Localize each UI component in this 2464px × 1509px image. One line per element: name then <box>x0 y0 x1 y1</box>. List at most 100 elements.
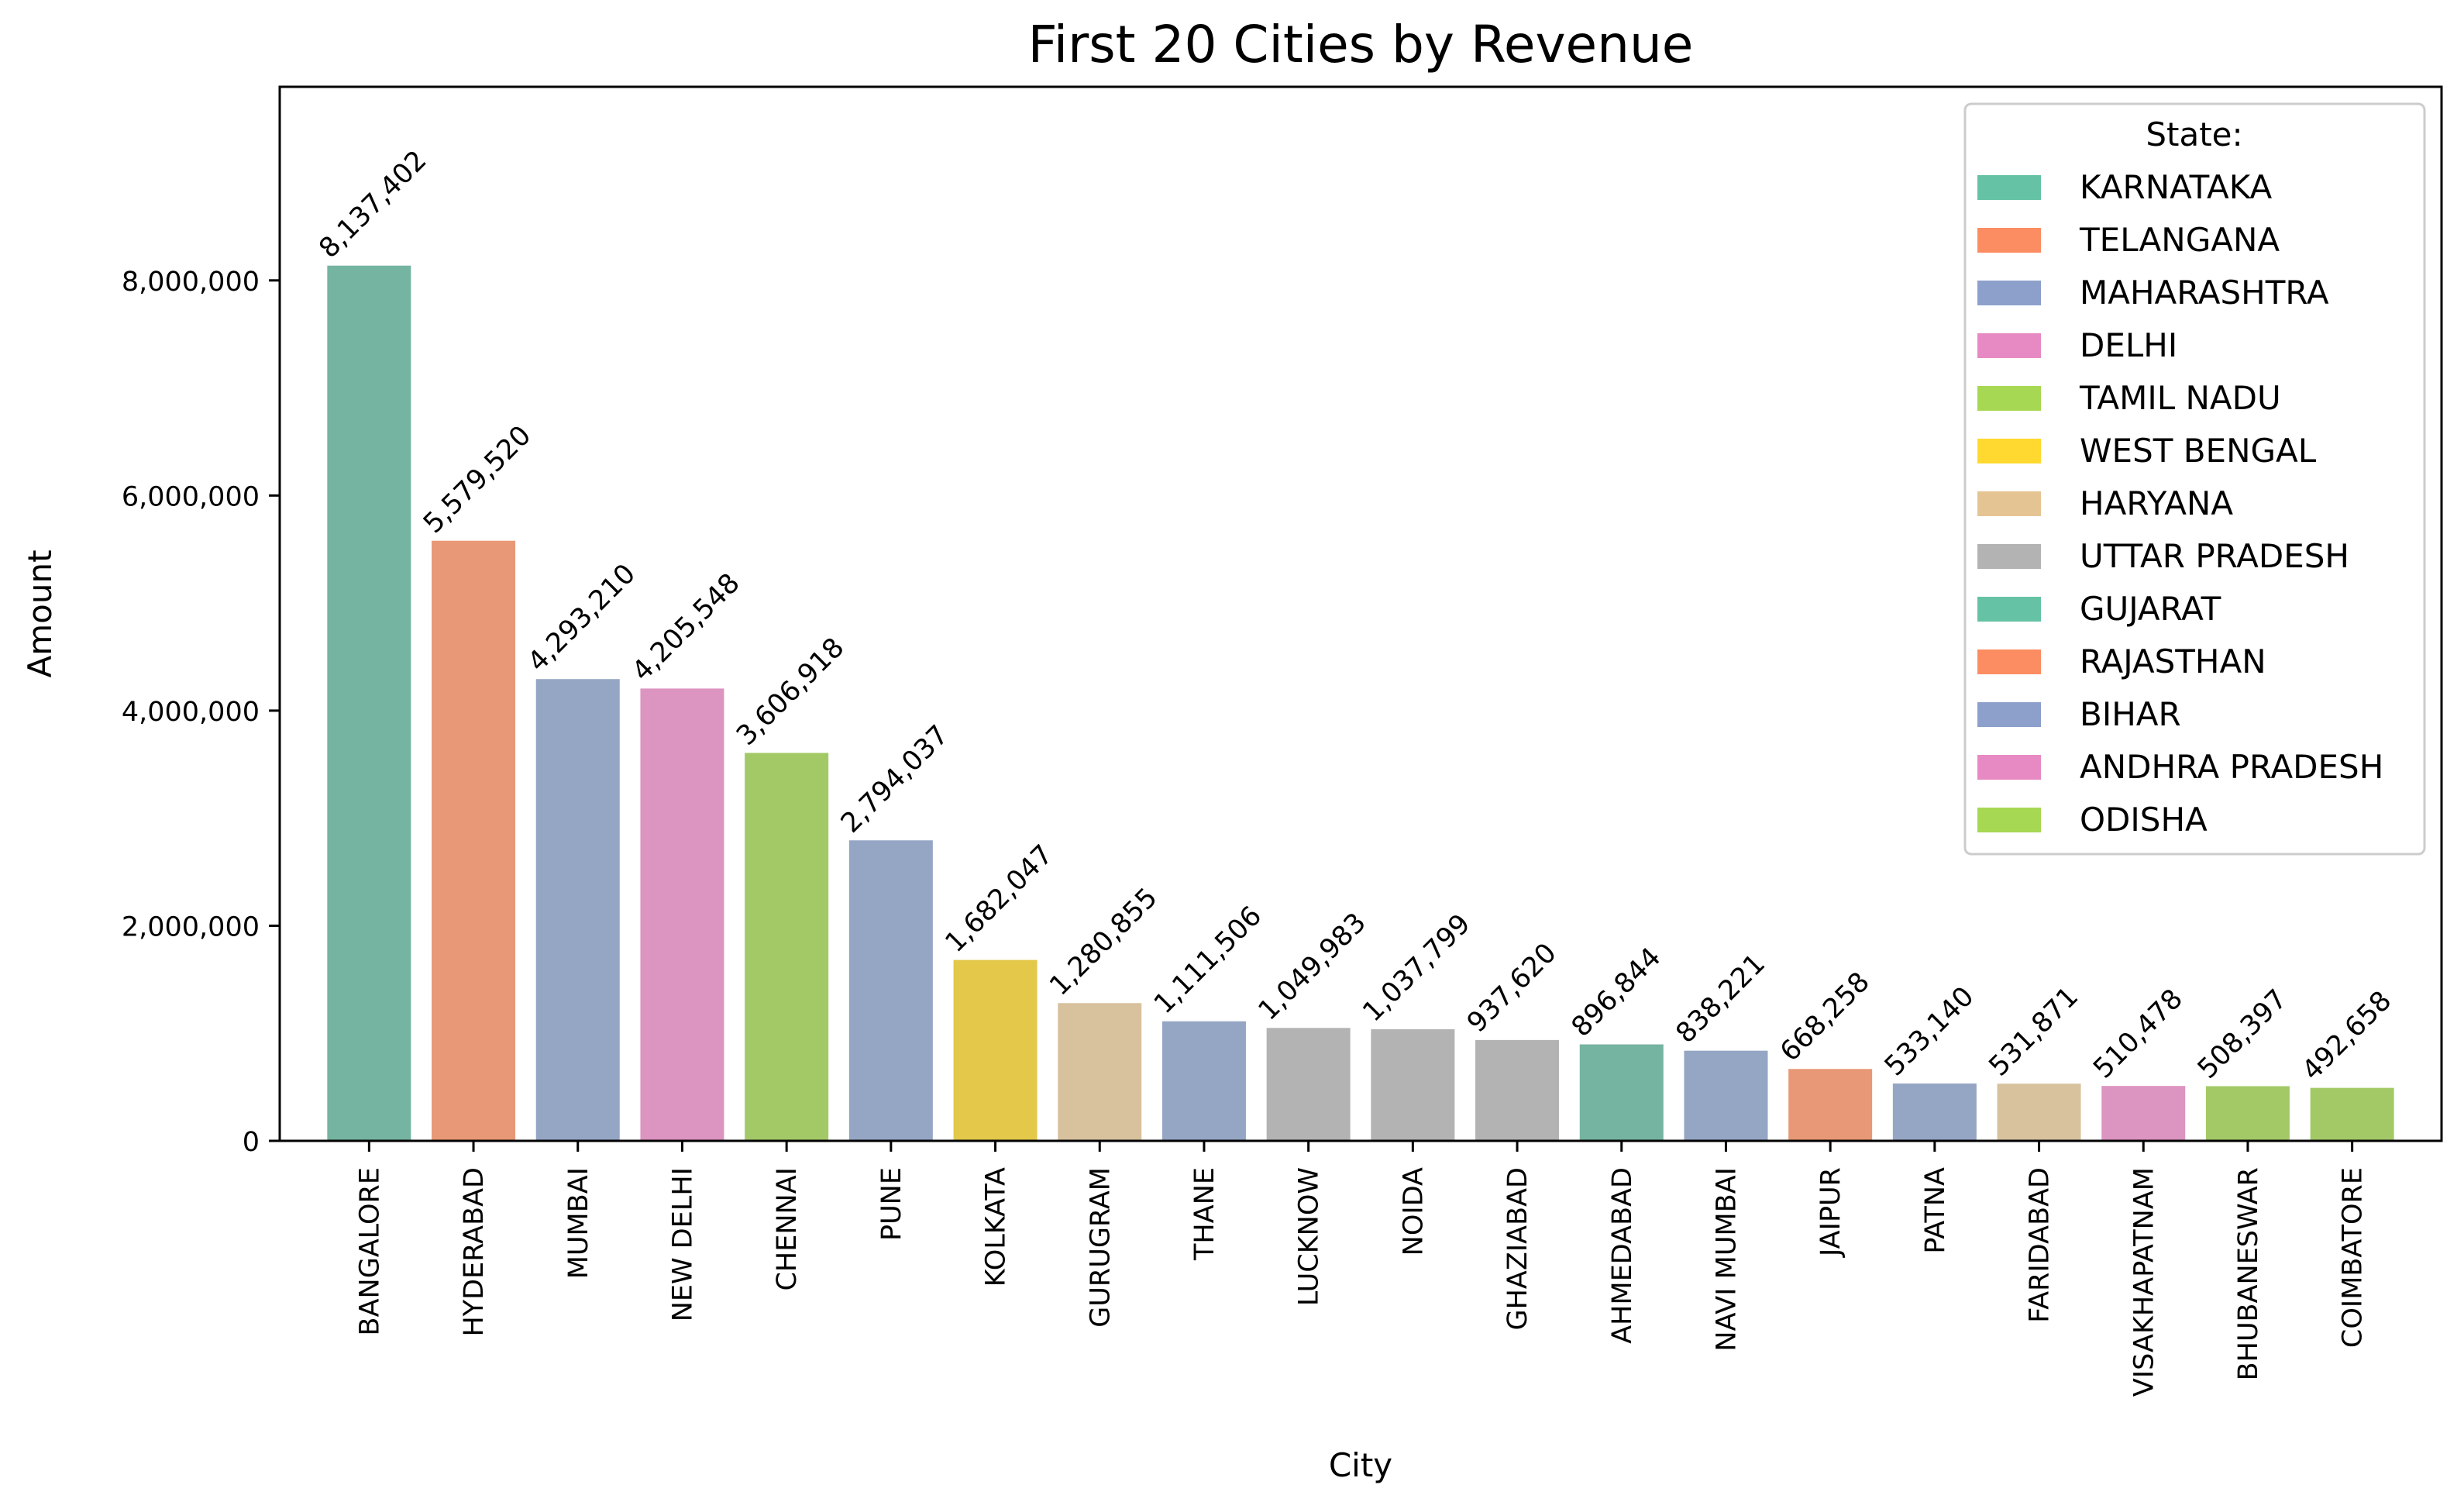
bar-value-label: 937,620 <box>1461 938 1563 1039</box>
bar-value-label: 531,871 <box>1984 981 2085 1083</box>
legend-label: ODISHA <box>2080 801 2208 839</box>
chart-title: First 20 Cities by Revenue <box>1028 15 1694 74</box>
x-tick-label: GHAZIABAD <box>1502 1167 1533 1331</box>
legend-swatch <box>1977 649 2041 674</box>
legend-label: TAMIL NADU <box>2079 379 2281 417</box>
bar <box>640 688 724 1141</box>
bar-value-label: 1,682,047 <box>940 839 1059 959</box>
bar-value-label: 508,397 <box>2192 984 2294 1085</box>
legend-label: BIHAR <box>2080 695 2181 733</box>
bar <box>1475 1039 1560 1141</box>
x-tick-label: FARIDABAD <box>2025 1167 2056 1323</box>
bar-value-label: 510,478 <box>2087 984 2189 1085</box>
x-tick-label: NEW DELHI <box>667 1167 698 1321</box>
y-tick-label: 0 <box>243 1127 260 1158</box>
x-tick-label: PUNE <box>876 1167 907 1241</box>
bar-value-label: 533,140 <box>1879 981 1980 1083</box>
bar <box>327 265 411 1141</box>
legend-swatch <box>1977 544 2041 569</box>
bar <box>1161 1021 1246 1141</box>
legend-label: WEST BENGAL <box>2080 432 2317 470</box>
legend-swatch <box>1977 333 2041 358</box>
legend: State: KARNATAKA TELANGANA MAHARASHTRA DELH… <box>1963 102 2426 856</box>
bar <box>1788 1069 1873 1141</box>
x-tick-label: THANE <box>1189 1167 1220 1261</box>
y-tick-label: 4,000,000 <box>122 697 260 728</box>
legend-swatch <box>1977 175 2041 200</box>
x-tick-label: BANGALORE <box>354 1167 385 1335</box>
bar <box>1997 1084 2081 1141</box>
legend-swatch <box>1977 491 2041 516</box>
legend-label: GUJARAT <box>2080 590 2221 628</box>
x-tick-label: NAVI MUMBAI <box>1711 1167 1742 1352</box>
x-tick-label: NOIDA <box>1398 1167 1429 1256</box>
legend-label: HARYANA <box>2080 484 2233 522</box>
x-tick-label: PATNA <box>1920 1167 1951 1254</box>
y-axis-label: Amount <box>21 550 59 677</box>
legend-swatch <box>1977 597 2041 622</box>
bar <box>1684 1050 1768 1141</box>
legend-label: KARNATAKA <box>2080 168 2273 206</box>
y-tick-label: 2,000,000 <box>122 911 260 942</box>
x-tick-label: MUMBAI <box>563 1167 594 1279</box>
bar-value-label: 3,606,918 <box>731 632 850 752</box>
bar <box>1892 1084 1977 1141</box>
bar <box>432 540 516 1141</box>
y-axis-ticks: 0 2,000,000 4,000,000 6,000,000 8,000,000 <box>122 267 280 1158</box>
bar <box>1266 1028 1351 1141</box>
legend-swatch <box>1977 228 2041 253</box>
bar-value-label: 8,137,402 <box>313 145 432 264</box>
x-axis-label: City <box>1329 1446 1392 1484</box>
bar <box>745 753 829 1141</box>
bar-value-label: 5,579,520 <box>418 420 537 539</box>
legend-label: TELANGANA <box>2079 221 2280 259</box>
legend-label: DELHI <box>2080 326 2177 364</box>
y-tick-label: 6,000,000 <box>122 481 260 512</box>
bar-value-label: 4,293,210 <box>522 558 642 677</box>
bar <box>953 959 1038 1141</box>
bar <box>2101 1086 2186 1141</box>
bar-value-label: 1,037,799 <box>1357 908 1476 1028</box>
legend-label: ANDHRA PRADESH <box>2080 748 2383 786</box>
bar <box>1058 1003 1142 1141</box>
bar <box>2310 1087 2394 1141</box>
bar-value-label: 2,794,037 <box>835 719 955 839</box>
bar <box>1579 1044 1664 1141</box>
bar-value-label: 1,280,855 <box>1044 882 1163 1001</box>
x-tick-label: GURUGRAM <box>1085 1167 1116 1328</box>
bar-value-label: 838,221 <box>1671 948 1772 1049</box>
bar <box>535 679 620 1141</box>
x-tick-label: LUCKNOW <box>1294 1167 1325 1306</box>
legend-label: MAHARASHTRA <box>2080 274 2329 312</box>
bar-value-label: 492,658 <box>2297 985 2398 1087</box>
x-tick-label: COIMBATORE <box>2338 1167 2369 1348</box>
bar-value-label: 668,258 <box>1774 966 1876 1068</box>
x-tick-label: VISAKHAPATNAM <box>2128 1167 2159 1397</box>
bar <box>848 840 933 1141</box>
bar-value-label: 4,205,548 <box>627 567 746 687</box>
x-tick-label: BHUBANESWAR <box>2233 1167 2264 1380</box>
bars <box>327 265 2394 1141</box>
legend-swatch <box>1977 281 2041 305</box>
x-tick-label: KOLKATA <box>981 1167 1012 1287</box>
y-tick-label: 8,000,000 <box>122 267 260 298</box>
x-tick-label: HYDERABAD <box>459 1167 490 1337</box>
x-tick-label: JAIPUR <box>1815 1167 1846 1258</box>
bar <box>1371 1028 1455 1141</box>
legend-swatch <box>1977 755 2041 780</box>
legend-swatch <box>1977 386 2041 411</box>
legend-label: RAJASTHAN <box>2080 643 2266 680</box>
legend-box <box>1963 102 2426 856</box>
bar <box>2205 1086 2290 1141</box>
x-tick-label: CHENNAI <box>772 1167 803 1291</box>
x-axis-ticks: BANGALORE HYDERABAD MUMBAI NEW DELHI CHENNAI… <box>354 1141 2369 1397</box>
legend-swatch <box>1977 808 2041 832</box>
bar-value-label: 1,111,506 <box>1148 901 1268 1020</box>
legend-title: State: <box>2146 115 2242 153</box>
plot-frame <box>278 85 2443 1142</box>
legend-label: UTTAR PRADESH <box>2080 537 2349 575</box>
x-tick-label: AHMEDABAD <box>1607 1167 1638 1344</box>
bar-value-label: 896,844 <box>1566 942 1667 1043</box>
bar-value-label: 1,049,983 <box>1253 907 1372 1026</box>
